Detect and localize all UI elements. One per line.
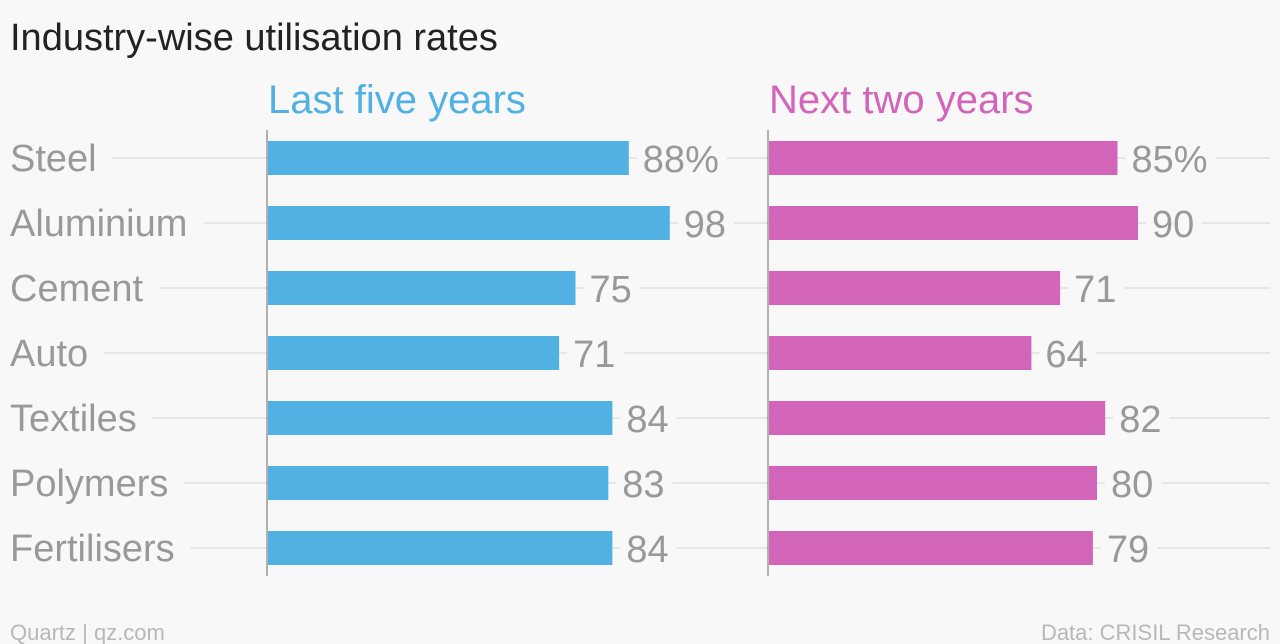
data-label: 84 (626, 529, 668, 571)
data-label: 71 (573, 334, 615, 376)
category-label: Steel (10, 138, 97, 180)
bar (268, 206, 670, 240)
category-label-bg (4, 459, 185, 505)
data-label: 90 (1152, 204, 1194, 246)
footer-credit: Quartz | qz.com (10, 620, 165, 644)
data-label: 75 (590, 269, 632, 311)
data-label: 88% (643, 139, 719, 181)
data-label-bg (1113, 394, 1170, 440)
data-label: 64 (1045, 334, 1087, 376)
bar (268, 141, 629, 175)
bar (268, 271, 576, 305)
bar (268, 401, 613, 435)
category-label-bg (4, 524, 191, 570)
data-label: 79 (1107, 529, 1149, 571)
category-label: Textiles (10, 398, 137, 440)
data-label-bg (636, 134, 727, 180)
data-label: 80 (1111, 464, 1153, 506)
data-label-bg (620, 394, 677, 440)
chart-title: Industry-wise utilisation rates (10, 17, 498, 59)
category-label: Polymers (10, 463, 168, 505)
bar (268, 466, 609, 500)
data-label-bg (583, 264, 640, 310)
data-label-bg (1068, 264, 1125, 310)
data-label-bg (620, 524, 677, 570)
data-label: 98 (684, 204, 726, 246)
category-label: Aluminium (10, 203, 187, 245)
data-label: 85% (1132, 139, 1208, 181)
panel-title: Last five years (268, 78, 526, 122)
bar (769, 336, 1032, 370)
axes (266, 130, 769, 576)
data-label: 83 (622, 464, 664, 506)
category-label-bg (4, 329, 105, 375)
category-label-bg (4, 394, 153, 440)
bar (769, 401, 1106, 435)
data-label-bg (1105, 459, 1162, 505)
data-label-bg (1039, 329, 1096, 375)
bar (769, 466, 1097, 500)
data-label-bg (677, 199, 735, 245)
data-label-bg (1125, 134, 1216, 180)
bar (769, 271, 1061, 305)
category-label: Fertilisers (10, 528, 175, 570)
data-label-bg (1100, 524, 1158, 570)
bar (769, 206, 1138, 240)
data-label-bg (567, 329, 624, 375)
category-label-bg (4, 134, 113, 180)
category-label-bg (4, 199, 204, 245)
bar (769, 141, 1118, 175)
bar (268, 336, 560, 370)
data-label: 84 (626, 399, 668, 441)
data-label-bg (1146, 199, 1203, 245)
bar (268, 531, 613, 565)
bars (268, 141, 1138, 565)
data-label-bg (616, 459, 673, 505)
category-label-bg (4, 264, 160, 310)
category-label: Auto (10, 333, 88, 375)
category-label: Cement (10, 268, 143, 310)
data-label: 71 (1074, 269, 1116, 311)
bar (769, 531, 1093, 565)
footer-source: Data: CRISIL Research (1041, 620, 1270, 644)
panel-title: Next two years (769, 78, 1034, 122)
labels: Steel Aluminium Cement Auto Textiles Polymers… (4, 78, 1216, 571)
data-label: 82 (1119, 399, 1161, 441)
